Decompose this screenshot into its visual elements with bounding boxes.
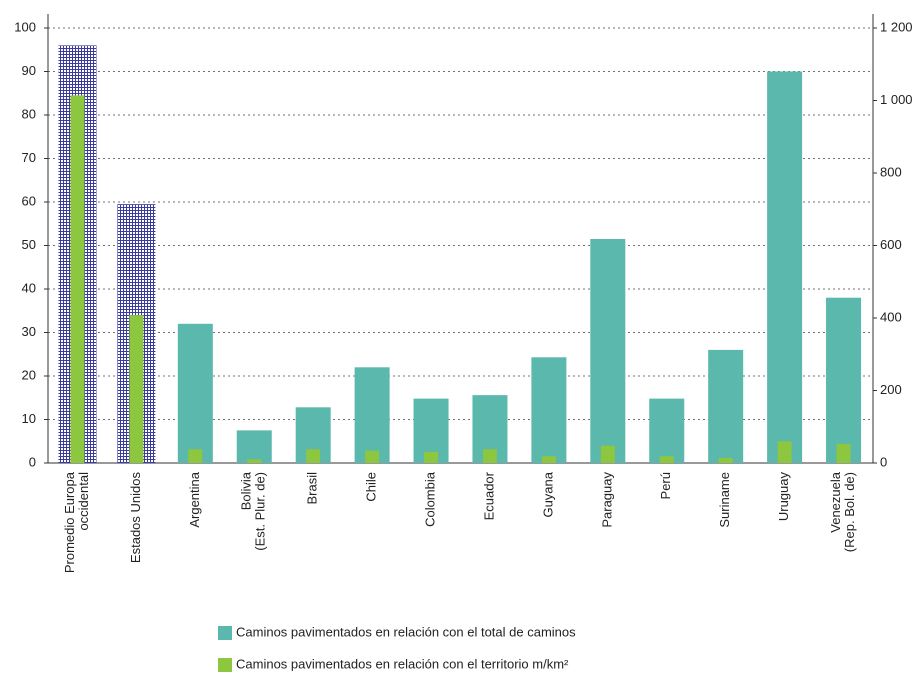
bar-secondary bbox=[600, 445, 615, 463]
x-tick-label: Colombia bbox=[422, 471, 437, 527]
bar-secondary bbox=[365, 450, 380, 463]
y2-tick-label: 400 bbox=[880, 309, 902, 324]
x-tick-label: Venezuela bbox=[828, 471, 843, 532]
bar-secondary bbox=[306, 449, 321, 463]
bar-secondary bbox=[482, 449, 497, 463]
legend-label: Caminos pavimentados en relación con el … bbox=[236, 656, 569, 671]
y-tick-label: 60 bbox=[22, 193, 36, 208]
x-tick-label: Estados Unidos bbox=[128, 472, 143, 564]
x-tick-label: (Rep. Bol. de) bbox=[842, 472, 857, 552]
y-tick-label: 30 bbox=[22, 324, 36, 339]
bar-secondary bbox=[541, 456, 556, 463]
bar-secondary bbox=[836, 443, 851, 463]
y-tick-label: 90 bbox=[22, 63, 36, 78]
bar-secondary bbox=[718, 457, 733, 463]
y-tick-label: 80 bbox=[22, 106, 36, 121]
legend-swatch bbox=[218, 626, 232, 640]
y2-tick-label: 200 bbox=[880, 382, 902, 397]
x-tick-label: occidental bbox=[76, 472, 91, 531]
x-tick-label: Suriname bbox=[717, 472, 732, 528]
bar-secondary bbox=[129, 315, 144, 463]
bar bbox=[531, 357, 567, 463]
y-tick-label: 50 bbox=[22, 237, 36, 252]
bar bbox=[649, 398, 685, 463]
x-tick-label: Perú bbox=[658, 472, 673, 499]
x-tick-label: Promedio Europa bbox=[62, 471, 77, 573]
y2-tick-label: 0 bbox=[880, 454, 887, 469]
y2-tick-label: 1 000 bbox=[880, 92, 913, 107]
y2-tick-label: 1 200 bbox=[880, 19, 913, 34]
bar bbox=[590, 238, 626, 463]
bar-secondary bbox=[424, 451, 439, 463]
bar-secondary bbox=[188, 449, 203, 463]
bar bbox=[177, 323, 213, 463]
bar-secondary bbox=[247, 459, 262, 463]
bar-secondary bbox=[777, 441, 792, 463]
x-tick-label: Paraguay bbox=[599, 472, 614, 528]
y-tick-label: 20 bbox=[22, 367, 36, 382]
y-tick-label: 100 bbox=[14, 19, 36, 34]
bar bbox=[767, 71, 803, 463]
x-tick-label: Bolivia bbox=[239, 471, 254, 510]
legend-swatch bbox=[218, 658, 232, 672]
x-tick-label: Argentina bbox=[187, 471, 202, 527]
bar-secondary bbox=[659, 456, 674, 463]
bar bbox=[826, 297, 862, 463]
y-tick-label: 0 bbox=[29, 454, 36, 469]
y2-tick-label: 800 bbox=[880, 164, 902, 179]
bar bbox=[708, 349, 744, 463]
y2-tick-label: 600 bbox=[880, 237, 902, 252]
y-tick-label: 70 bbox=[22, 150, 36, 165]
bar bbox=[236, 430, 272, 463]
x-tick-label: Uruguay bbox=[776, 472, 791, 522]
x-tick-label: Brasil bbox=[305, 472, 320, 505]
x-tick-label: Chile bbox=[364, 472, 379, 502]
x-tick-label: Ecuador bbox=[481, 471, 496, 520]
y-tick-label: 10 bbox=[22, 411, 36, 426]
x-tick-label: Guyana bbox=[540, 471, 555, 517]
bar-secondary bbox=[70, 95, 85, 464]
y-tick-label: 40 bbox=[22, 280, 36, 295]
legend-label: Caminos pavimentados en relación con el … bbox=[236, 624, 576, 639]
x-tick-label: (Est. Plur. de) bbox=[253, 472, 268, 551]
bar bbox=[354, 367, 390, 463]
